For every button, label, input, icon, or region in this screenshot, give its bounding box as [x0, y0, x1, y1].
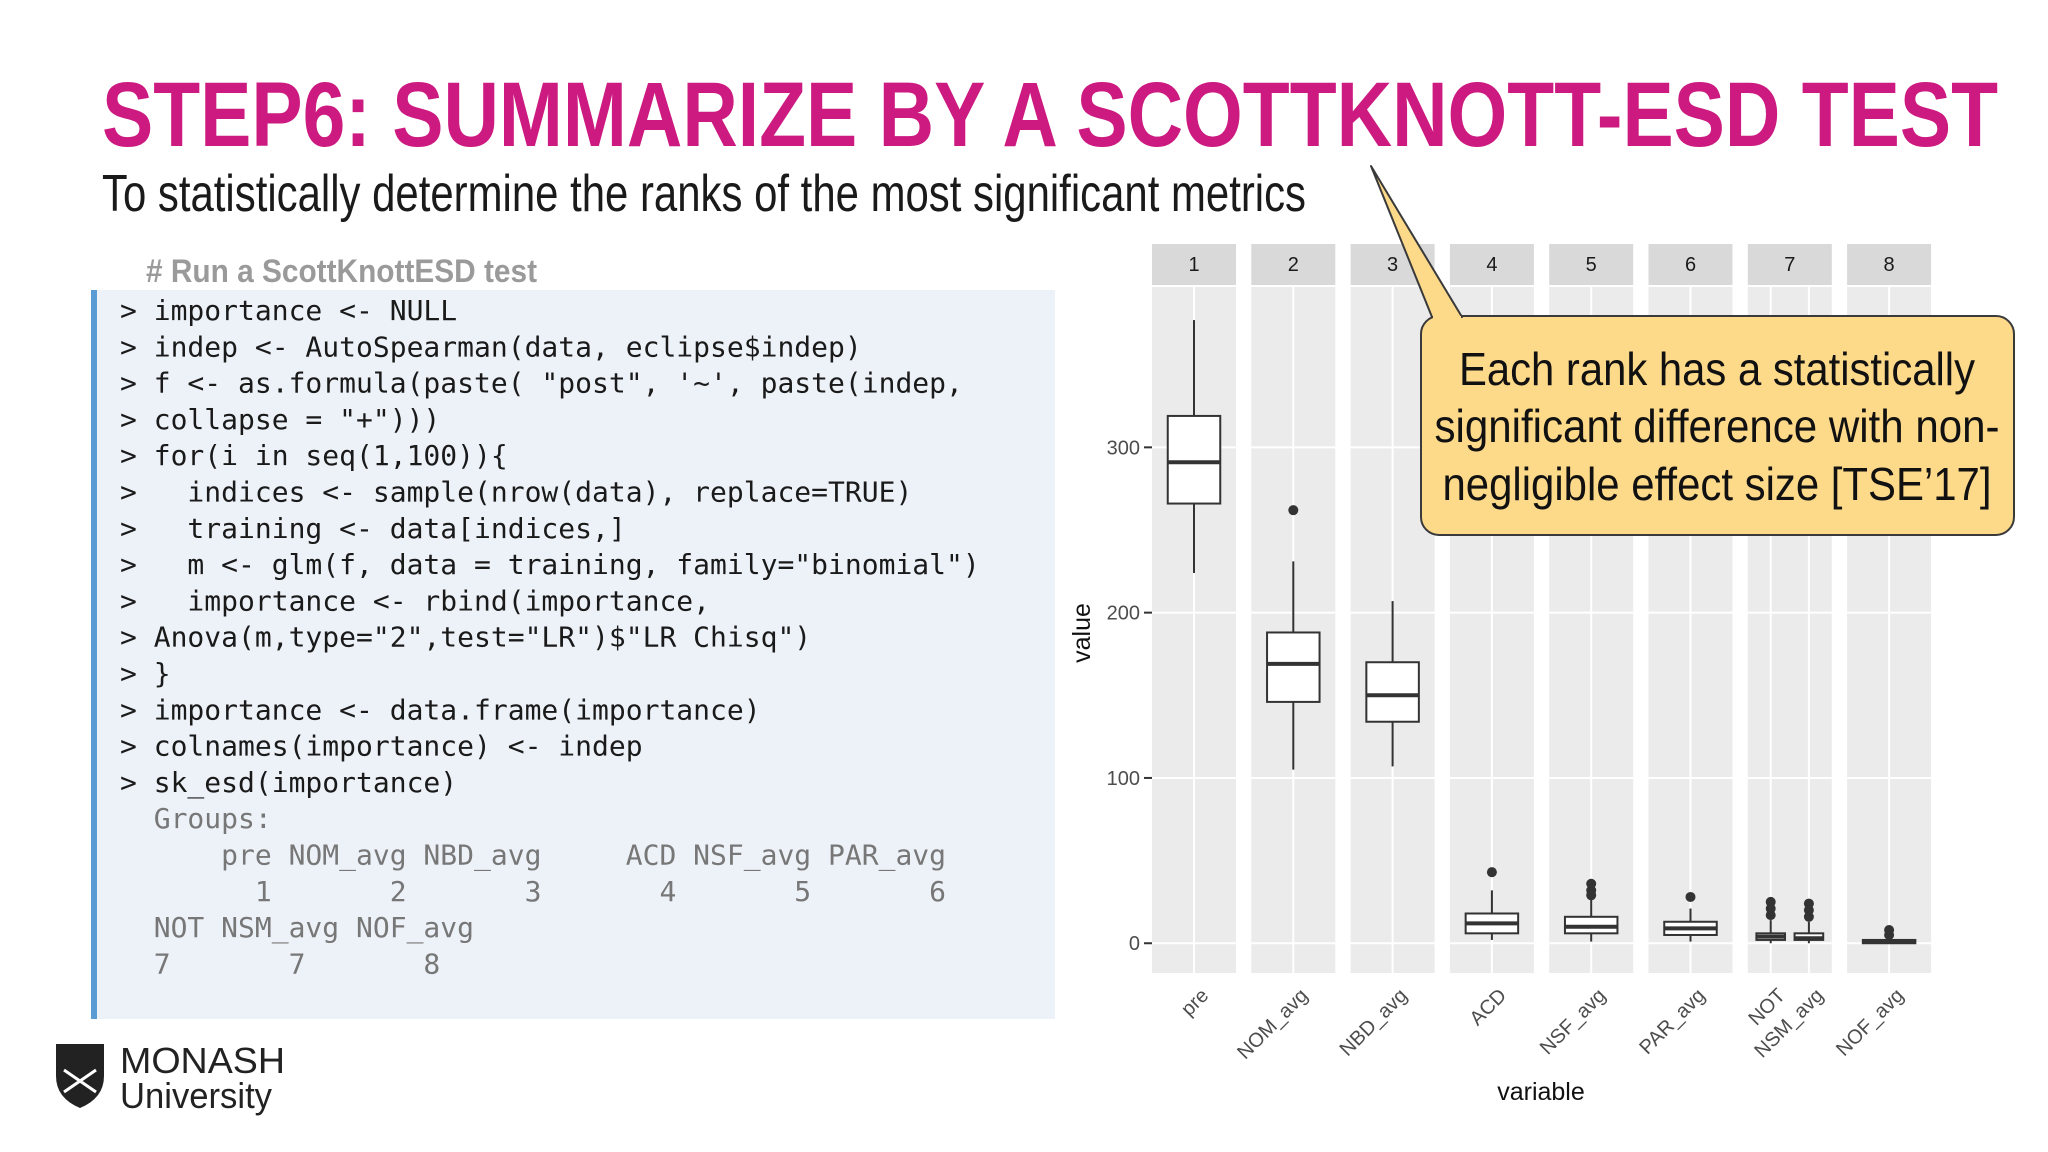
callout-box — [1420, 315, 2015, 536]
y-tick-label: 100 — [1107, 768, 1140, 790]
strip — [1251, 244, 1336, 285]
code-output: 1 2 3 4 5 6 — [120, 875, 946, 908]
outlier — [1486, 867, 1497, 878]
logo-subtitle: University — [120, 1075, 272, 1116]
slide-subtitle: To statistically determine the ranks of … — [102, 165, 1306, 223]
code-line: > m <- glm(f, data = training, family="b… — [120, 548, 980, 581]
strip — [1549, 244, 1634, 285]
y-tick-label: 300 — [1107, 437, 1140, 459]
code-bar — [91, 290, 97, 1019]
strip-label: 5 — [1586, 254, 1597, 276]
y-axis-label: value — [1068, 603, 1096, 663]
box — [1166, 414, 1222, 505]
code-output: Groups: — [120, 802, 272, 835]
code-comment: # Run a ScottKnottESD test — [146, 253, 537, 289]
y-tick-label: 200 — [1107, 603, 1140, 625]
strip — [1847, 244, 1932, 285]
logo: MONASH University — [56, 1040, 285, 1116]
code-line: > for(i in seq(1,100)){ — [120, 439, 508, 472]
strip-label: 7 — [1784, 254, 1795, 276]
outlier — [1586, 890, 1597, 901]
slide-title: STEP6: SUMMARIZE BY A SCOTTKNOTT-ESD TES… — [102, 64, 1998, 166]
strip-label: 6 — [1685, 254, 1696, 276]
code-output: 7 7 8 — [120, 947, 440, 980]
box — [1365, 661, 1420, 723]
strip-label: 8 — [1884, 254, 1895, 276]
strip-label: 3 — [1387, 254, 1398, 276]
code-line: > f <- as.formula(paste( "post", '~', pa… — [120, 367, 963, 400]
logo-shield — [56, 1044, 104, 1108]
code-line: > } — [120, 657, 171, 690]
code-line: > training <- data[indices,] — [120, 512, 626, 545]
strip-label: 2 — [1288, 254, 1299, 276]
code-line: > indices <- sample(nrow(data), replace=… — [120, 476, 912, 509]
callout-text: Each rank has a statistically — [1459, 343, 1975, 395]
y-tick-label: 0 — [1129, 933, 1140, 955]
code-line: > indep <- AutoSpearman(data, eclipse$in… — [120, 330, 862, 363]
strip — [1449, 244, 1534, 285]
strip — [1648, 244, 1733, 285]
code-output: pre NOM_avg NBD_avg ACD NSF_avg PAR_avg — [120, 839, 946, 873]
strip — [1747, 244, 1832, 285]
code-line: > collapse = "+"))) — [120, 403, 440, 436]
code-line: > importance <- NULL — [120, 294, 457, 327]
code-panel — [91, 290, 1055, 1019]
code-line: > importance <- rbind(importance, — [120, 584, 710, 617]
x-axis-label: variable — [1497, 1078, 1585, 1106]
box — [1266, 631, 1321, 703]
callout: Each rank has a statistically significan… — [1370, 165, 2015, 536]
code-block: > importance <- NULL> indep <- AutoSpear… — [120, 294, 980, 980]
outlier — [1685, 891, 1696, 902]
logo-cross — [63, 1068, 97, 1094]
code-line: > Anova(m,type="2",test="LR")$"LR Chisq"… — [120, 621, 811, 654]
outlier — [1884, 929, 1895, 940]
code-line: > sk_esd(importance) — [120, 766, 457, 800]
code-line: > colnames(importance) <- indep — [120, 730, 643, 763]
strip-label: 1 — [1188, 254, 1199, 276]
callout-text: significant difference with non- — [1435, 400, 2000, 452]
logo-name: MONASH — [120, 1040, 285, 1081]
outlier — [1288, 505, 1299, 516]
outlier — [1765, 910, 1776, 921]
callout-text: negligible effect size [TSE’17] — [1443, 458, 1992, 510]
outlier — [1803, 911, 1814, 922]
code-output: NOT NSM_avg NOF_avg — [120, 911, 474, 945]
strip — [1152, 244, 1236, 285]
strip-label: 4 — [1486, 254, 1497, 276]
code-line: > importance <- data.frame(importance) — [120, 693, 761, 726]
